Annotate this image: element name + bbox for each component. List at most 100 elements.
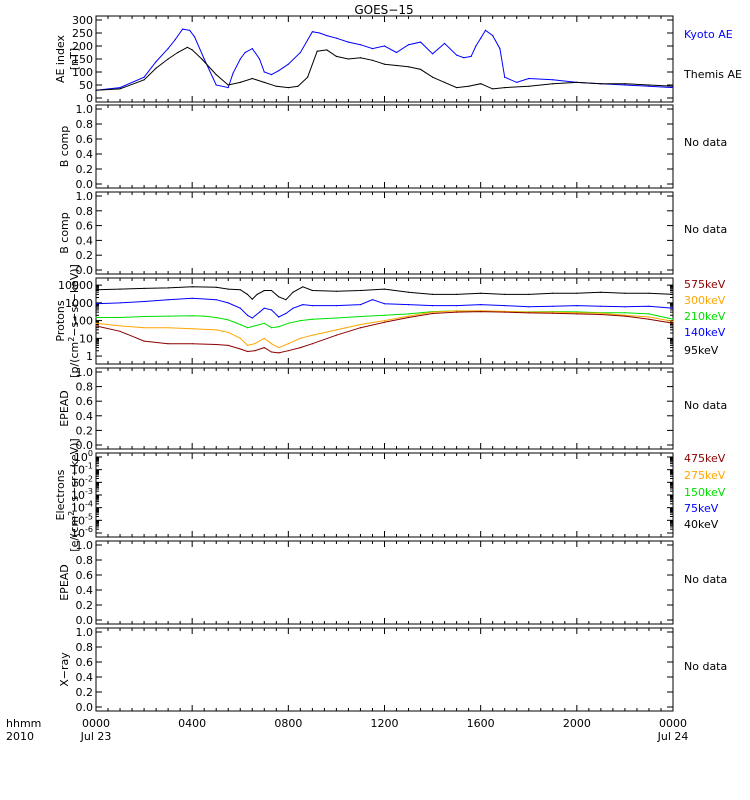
ae-point [174,38,176,41]
protons-point [203,315,205,317]
bcomp2-no-data: No data [684,223,727,236]
protons-point [278,296,280,298]
protons-point [552,292,554,294]
protons-series-575kev [95,311,674,354]
ae-point [456,54,458,56]
y-tick-label: 0.8 [76,118,94,131]
protons-point [648,305,650,307]
protons-point [239,348,241,350]
y-tick-label: 1.0 [76,366,94,379]
y-tick-label: 0.0 [76,178,94,191]
epead1-ylabel: EPEAD [58,390,71,427]
y-tick-label: 0.4 [76,671,94,684]
protons-series-210kev [96,310,674,329]
protons-point [246,350,249,353]
protons-point [335,329,337,331]
ae-point [258,58,261,60]
protons-point [191,315,193,317]
end-date-label: Jul 24 [657,730,689,743]
protons-point [263,347,265,349]
ae-yunits: [nT] [68,48,81,70]
protons-legend-300kev: 300keV [684,294,726,307]
protons-point [359,315,362,318]
ae-point [263,81,265,83]
protons-point [143,327,145,329]
ae-point [326,35,328,37]
protons-point [278,352,280,354]
electrons-legend-75kev: 75keV [684,502,719,515]
protons-point [119,302,121,304]
ae-point [278,70,280,72]
protons-point [624,312,626,314]
electrons-legend-275kev: 275keV [684,469,726,482]
protons-point [239,323,241,326]
protons-point [600,313,602,316]
ae-point [456,87,458,89]
y-tick-label: 0.2 [76,249,94,262]
protons-point [191,328,193,330]
protons-point [246,293,249,295]
ae-point [528,77,530,80]
protons-point [407,316,410,319]
y-tick-label: 50 [79,79,93,92]
ae-point [201,58,203,60]
ae-point [251,48,253,50]
time-tick-label: 0000 [659,717,687,730]
ae-point [470,55,472,58]
protons-point [278,326,280,328]
ae-point [239,81,241,83]
ae-point [186,46,188,48]
y-tick-label: 250 [72,27,93,40]
ae-point [119,87,121,89]
ae-point [648,84,650,86]
protons-point [504,305,506,307]
y-tick-label: 1.0 [76,626,94,639]
protons-point [600,291,602,293]
electrons-frame [95,452,674,538]
ae-point [672,85,674,87]
protons-point [254,343,256,345]
ae-point [270,74,273,76]
ae-point [335,37,337,39]
y-tick-label: 0.6 [76,569,94,582]
protons-point [552,305,554,307]
protons-point [648,316,650,318]
protons-point [576,313,578,315]
protons-point [480,311,482,313]
y-tick-label: 10000 [58,279,93,292]
protons-point [480,304,482,306]
protons-point [480,310,482,312]
ae-point [191,49,193,51]
epead2-frame [95,540,674,625]
protons-point [432,305,434,307]
protons-point [672,318,674,320]
protons-point [278,347,280,349]
electrons-yunits: [e/(cm2−s−sr−keV)] [67,438,81,551]
ae-point [203,58,205,60]
protons-point [299,320,301,322]
protons-point [359,304,362,306]
ae-point [215,84,217,86]
protons-ylabel: Protons [54,300,67,341]
ae-point [143,76,145,78]
protons-point [407,315,410,317]
ae-point [251,77,253,80]
protons-point [167,299,169,301]
protons-point [383,303,386,305]
ae-point [528,85,530,87]
epead2-ylabel: EPEAD [58,564,71,601]
ae-point [552,79,554,81]
electrons-ylabel: Electrons [54,469,67,520]
bcomp1-ylabel: B comp [58,126,71,168]
ae-point [395,64,398,67]
time-axis-row1-label: hhmm [6,717,41,730]
ae-point [167,48,169,50]
ae-point [432,76,434,78]
y-tick-label: 0.4 [76,234,94,247]
y-tick-label: 0.2 [76,599,94,612]
protons-point [215,329,217,331]
protons-point [359,327,362,329]
protons-point [311,289,313,292]
protons-point [528,306,530,308]
